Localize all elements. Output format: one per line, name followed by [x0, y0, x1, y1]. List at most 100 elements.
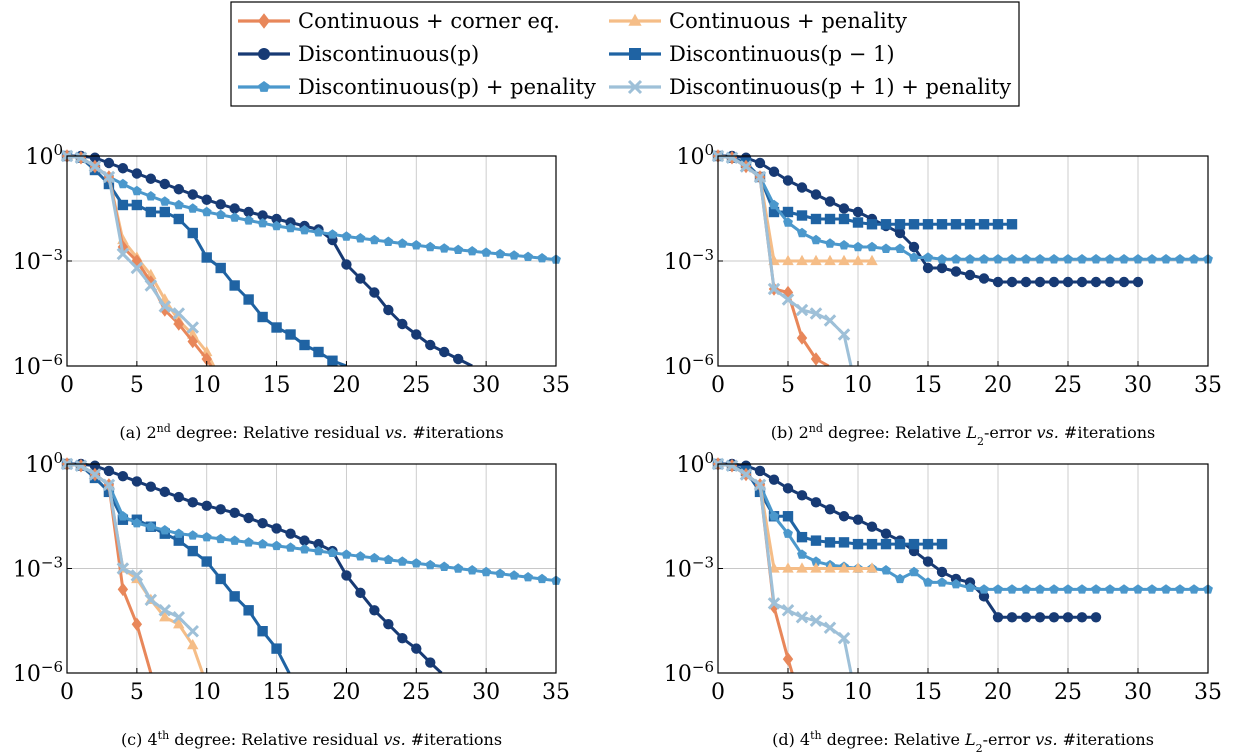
point-disc_pp1_pen — [172, 307, 186, 320]
point-disc_p_pen — [453, 563, 464, 573]
point-disc_p — [425, 657, 436, 668]
point-disc_p_pen — [145, 521, 156, 531]
point-disc_p_pen — [509, 250, 520, 260]
point-disc_p_pen — [271, 540, 282, 551]
point-disc_p — [922, 556, 934, 567]
point-disc_p_pen — [769, 199, 779, 210]
point-disc_p_pen — [993, 584, 1003, 594]
point-disc_p — [768, 474, 780, 485]
legend-label: Discontinuous(p − 1) — [669, 42, 895, 66]
point-disc_p_pen — [411, 240, 422, 250]
point-disc_p_pen — [1077, 254, 1087, 264]
point-disc_p_pen — [1035, 254, 1045, 264]
point-disc_p_pen — [1105, 584, 1115, 594]
point-disc_p_pen — [341, 549, 352, 559]
point-disc_p_pen — [355, 551, 366, 561]
x-tick-label: 15 — [263, 373, 291, 398]
point-disc_p — [1090, 612, 1102, 623]
x-tick-label: 0 — [60, 680, 74, 705]
point-disc_pm1 — [936, 219, 948, 230]
point-disc_pm1 — [908, 538, 920, 550]
point-disc_p_pen — [783, 217, 793, 227]
point-disc_p_pen — [909, 566, 919, 577]
point-disc_p_pen — [201, 531, 212, 542]
point-disc_p — [1034, 612, 1046, 623]
chart-panel-d: 0 5 10 15 20 25 30 35 100 10−3 10−6 (d) 4th degree:… — [664, 449, 1222, 754]
chart-panel-c: 0 5 10 15 20 25 30 35 100 10−3 10−6 (c) 4th degree:… — [13, 449, 570, 749]
point-cont_corner — [173, 317, 184, 331]
point-disc_p — [229, 507, 240, 518]
point-disc_p — [89, 460, 101, 471]
point-disc_pp1_pen — [102, 170, 116, 184]
point-disc_pm1 — [810, 213, 822, 225]
point-disc_pp1_pen — [753, 170, 767, 184]
legend-swatch-marker — [258, 81, 270, 92]
point-disc_pp1_pen — [186, 624, 200, 638]
point-disc_p_pen — [1007, 584, 1017, 594]
point-disc_pm1 — [950, 219, 962, 230]
panel-caption: (d) 4th degree: Relative L2-error vs. #i… — [772, 729, 1154, 754]
point-disc_p_pen — [439, 561, 450, 571]
point-disc_pp1_pen — [172, 611, 186, 624]
point-disc_p_pen — [1175, 584, 1185, 594]
point-disc_p_pen — [411, 558, 422, 568]
point-disc_pp1_pen — [725, 459, 739, 473]
point-disc_p_pen — [923, 252, 933, 262]
point-disc_pp1_pen — [823, 621, 837, 634]
point-disc_pm1 — [796, 210, 808, 221]
point-disc_p_pen — [215, 209, 226, 220]
point-disc_p_pen — [1021, 584, 1031, 594]
point-disc_p_pen — [1035, 584, 1045, 594]
point-disc_pp1_pen — [144, 279, 158, 292]
point-disc_p_pen — [299, 544, 310, 554]
y-tick-label: 100 — [25, 449, 63, 478]
point-disc_pp1_pen — [725, 151, 739, 165]
point-disc_pp1_pen — [186, 321, 200, 334]
legend-swatch-marker — [627, 79, 643, 95]
x-tick-label: 25 — [1054, 373, 1082, 398]
point-disc_pp1_pen — [767, 282, 781, 296]
point-disc_p — [397, 632, 408, 644]
point-disc_pp1_pen — [795, 611, 809, 624]
legend: Continuous + corner eq. Continuous + pena… — [230, 1, 1020, 107]
series-line-disc_p — [718, 462, 1096, 619]
point-disc_p — [894, 227, 906, 239]
x-tick-label: 5 — [130, 373, 144, 398]
point-disc_p_pen — [811, 556, 821, 566]
x-tick-label: 15 — [263, 680, 291, 705]
point-disc_p — [355, 587, 366, 599]
point-disc_p_pen — [173, 199, 184, 210]
point-disc_p_pen — [895, 243, 905, 253]
point-disc_p — [1076, 612, 1088, 623]
x-tick-label: 5 — [781, 680, 795, 705]
legend-label: Discontinuous(p) + penality — [298, 75, 596, 99]
legend-label: Continuous + penality — [669, 9, 907, 33]
point-disc_p — [187, 497, 198, 508]
point-disc_p — [782, 175, 794, 186]
point-disc_pm1 — [173, 213, 184, 225]
point-disc_pm1 — [145, 206, 157, 218]
chart-panel-a: 0 5 10 15 20 25 30 35 100 10−3 10−6 (a) 2nd degree:… — [13, 141, 570, 442]
point-disc_pp1_pen — [130, 261, 144, 275]
point-disc_p_pen — [951, 254, 961, 264]
point-cont_pen — [866, 562, 878, 573]
x-tick-label: 0 — [711, 373, 725, 398]
panel-caption: (c) 4th degree: Relative residual vs. #i… — [121, 729, 502, 750]
point-disc_p — [1020, 276, 1032, 288]
point-disc_pm1 — [894, 538, 906, 550]
point-disc_pm1 — [852, 217, 864, 228]
point-disc_pm1 — [866, 538, 878, 550]
point-disc_pm1 — [243, 605, 254, 616]
x-tick-label: 35 — [542, 373, 570, 398]
point-disc_p — [131, 168, 143, 179]
point-disc_pm1 — [313, 346, 324, 358]
point-disc_p — [383, 619, 394, 630]
point-disc_pm1 — [201, 556, 212, 567]
point-disc_pm1 — [215, 573, 226, 585]
point-disc_pp1_pen — [739, 468, 753, 481]
series-group — [60, 457, 561, 673]
point-disc_p — [936, 566, 948, 578]
point-disc_pp1_pen — [144, 593, 158, 607]
x-tick-label: 20 — [984, 680, 1012, 705]
point-disc_pm1 — [894, 219, 906, 230]
